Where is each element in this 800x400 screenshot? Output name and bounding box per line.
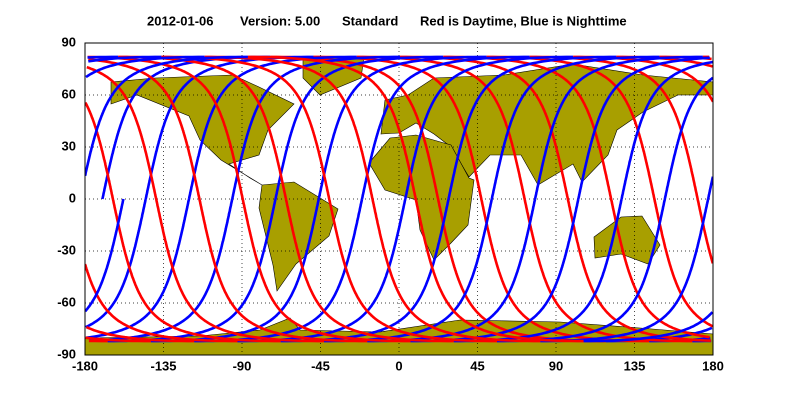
night-track	[583, 311, 713, 343]
night-track	[620, 60, 713, 200]
night-track	[540, 198, 710, 343]
night-track	[706, 176, 713, 200]
x-tick-label: -135	[150, 358, 176, 373]
night-track	[85, 55, 248, 177]
title-mode: Standard	[342, 13, 398, 28]
day-track	[443, 55, 710, 339]
night-track	[89, 198, 234, 342]
day-track	[247, 55, 584, 343]
day-track	[118, 55, 454, 343]
x-tick-label: 0	[395, 358, 402, 373]
day-track	[529, 55, 713, 264]
night-track	[663, 76, 713, 200]
south-america	[258, 181, 339, 292]
x-tick-label: -180	[72, 358, 98, 373]
day-track	[85, 336, 151, 343]
night-track	[280, 198, 450, 343]
night-track	[107, 198, 277, 343]
y-tick-label: -60	[57, 294, 76, 309]
night-track	[490, 55, 660, 200]
night-track	[85, 198, 125, 313]
night-track	[447, 55, 617, 200]
x-tick-label: -90	[233, 358, 252, 373]
night-track	[577, 56, 710, 200]
x-tick-label: 180	[702, 358, 724, 373]
night-track	[85, 198, 147, 329]
night-track	[85, 55, 205, 79]
y-tick-label: 0	[69, 190, 76, 205]
day-track	[270, 55, 606, 343]
day-track	[486, 55, 713, 328]
x-tick-label: 90	[549, 358, 563, 373]
y-tick-label: 30	[62, 138, 76, 153]
y-tick-label: 60	[62, 86, 76, 101]
y-tick-label: -90	[57, 346, 76, 361]
x-tick-label: -45	[311, 358, 330, 373]
x-tick-label: 45	[470, 358, 484, 373]
y-tick-label: -30	[57, 242, 76, 257]
day-track	[87, 55, 411, 343]
y-tick-label: 90	[62, 34, 76, 49]
title-note: Red is Daytime, Blue is Nighttime	[420, 13, 627, 28]
night-track	[324, 198, 494, 343]
day-track	[86, 65, 324, 343]
title-date: 2012-01-06	[147, 13, 214, 28]
day-track	[85, 325, 195, 343]
night-track	[533, 55, 703, 200]
ground-tracks	[85, 55, 713, 343]
day-track	[400, 55, 711, 342]
day-track	[313, 55, 650, 343]
night-track	[410, 198, 580, 343]
night-track	[453, 198, 623, 343]
night-track	[237, 198, 407, 343]
day-track	[356, 55, 693, 343]
x-tick-label: 135	[624, 358, 646, 373]
title-version: Version: 5.00	[240, 13, 320, 28]
night-track	[194, 198, 364, 343]
night-track	[88, 55, 162, 63]
night-track	[150, 198, 321, 343]
night-track	[497, 198, 667, 343]
night-track	[367, 198, 537, 343]
day-track	[88, 58, 368, 343]
day-track	[161, 55, 497, 343]
day-track	[85, 101, 281, 343]
plot-frame	[84, 42, 714, 356]
night-track	[87, 55, 119, 59]
day-track	[204, 55, 541, 343]
night-track	[86, 198, 191, 339]
day-track	[85, 263, 238, 343]
